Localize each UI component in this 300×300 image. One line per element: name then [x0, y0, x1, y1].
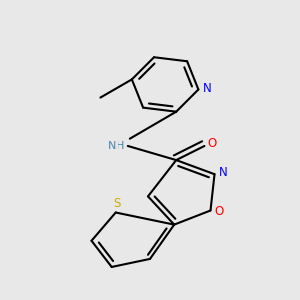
Text: H: H: [116, 141, 125, 151]
Text: N: N: [203, 82, 212, 95]
Text: N: N: [108, 141, 117, 151]
Text: O: O: [215, 205, 224, 218]
Text: S: S: [113, 197, 121, 210]
Text: N: N: [219, 167, 228, 179]
Text: O: O: [207, 137, 216, 150]
